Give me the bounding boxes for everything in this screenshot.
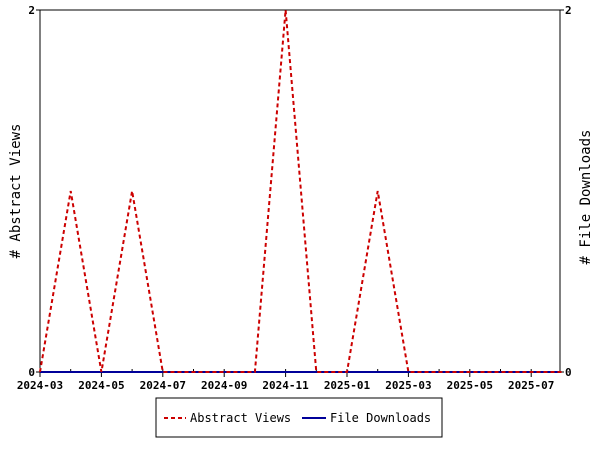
x-tick-label: 2024-07	[140, 379, 186, 392]
x-tick-label: 2024-03	[17, 379, 63, 392]
y-right-tick-label: 0	[565, 366, 572, 379]
x-tick-label: 2025-07	[508, 379, 554, 392]
legend-label-file-downloads: File Downloads	[330, 411, 431, 425]
ticks-layer	[36, 10, 564, 377]
x-tick-label: 2024-05	[78, 379, 124, 392]
plot-frame	[40, 10, 560, 372]
x-tick-label: 2025-03	[385, 379, 431, 392]
x-tick-label: 2025-05	[447, 379, 493, 392]
x-tick-label: 2024-09	[201, 379, 247, 392]
y-left-tick-label: 0	[28, 366, 35, 379]
y-axis-right-title: # File Downloads	[578, 130, 594, 265]
x-tick-label: 2024-11	[262, 379, 309, 392]
series-layer	[40, 10, 562, 372]
labels-layer: 2024-03 2024-05 2024-07 2024-09 2024-11 2025-…	[17, 4, 572, 392]
x-tick-label: 2025-01	[324, 379, 371, 392]
legend: Abstract Views File Downloads	[156, 398, 442, 437]
y-right-tick-label: 2	[565, 4, 572, 17]
series-line-abstract-views	[40, 10, 562, 372]
y-left-tick-label: 2	[28, 4, 35, 17]
y-axis-left-title: # Abstract Views	[8, 124, 24, 259]
legend-label-abstract-views: Abstract Views	[190, 411, 291, 425]
